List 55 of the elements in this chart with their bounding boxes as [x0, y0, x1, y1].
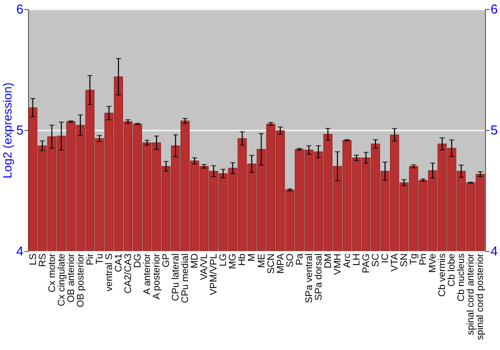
x-tick-label: Cb lobe — [446, 254, 458, 287]
x-tick-label: CA1 — [113, 254, 124, 272]
x-tick-label: ventral S — [104, 254, 115, 292]
x-tick-label: ME — [256, 254, 268, 268]
x-tick-label: Cx cingulate — [56, 254, 68, 306]
x-tick-label: Cb nucleus — [456, 253, 468, 302]
x-tick-label: SPa ventral — [304, 254, 315, 304]
x-tick-label: MPA — [275, 252, 286, 274]
y-tick-label: 5 — [16, 122, 24, 138]
x-tick-label: DM — [322, 253, 334, 268]
x-tick-label: A anterior — [142, 252, 154, 295]
y2-tick-label: 6 — [490, 2, 498, 16]
x-tick-label: RS — [37, 254, 48, 267]
x-tick-label: MD — [190, 253, 201, 268]
y2-tick-label: 4 — [490, 244, 498, 258]
x-tick-label: Hb — [237, 254, 248, 266]
x-tick-label: Tg — [408, 254, 420, 265]
x-tick-label: IC — [380, 253, 392, 264]
x-tick-label: CPu lateral — [170, 254, 182, 301]
x-tick-label: DG — [132, 254, 144, 268]
x-tick-label: LH — [351, 253, 362, 266]
x-tick-label: GP — [161, 254, 172, 268]
x-tick-label: LG — [218, 254, 230, 266]
x-tick-label: Pa — [294, 252, 306, 266]
x-tick-label: spinal cord posterior — [475, 252, 486, 340]
x-tick-label: VTA — [390, 252, 401, 272]
x-tick-label: SC — [370, 253, 382, 267]
y2-tick-label: 5 — [490, 122, 498, 138]
x-tick-label: spinal cord anterior — [466, 252, 477, 336]
x-tick-label: SO — [284, 254, 296, 268]
x-tick-label: CA2/CA3 — [122, 254, 134, 294]
x-tick-label: Pn — [418, 254, 430, 266]
x-tick-label: Cb vermis — [437, 253, 448, 297]
x-tick-label: PAG — [360, 254, 372, 274]
x-tick-label: VPM/VPL — [208, 252, 220, 296]
x-tick-label: Tu — [94, 254, 106, 264]
x-tick-label: Cx motor — [46, 252, 58, 292]
x-tick-label: VMH — [332, 253, 344, 275]
x-tick-label: CPu medial — [180, 254, 192, 304]
y-tick-label: 6 — [16, 2, 24, 16]
x-tick-label: MVe — [428, 254, 439, 273]
y-tick-label: 4 — [16, 244, 24, 258]
x-tick-label: SPa dorsal — [313, 254, 324, 300]
x-tick-label: OB posterior — [75, 252, 86, 308]
x-tick-label: Pir — [84, 252, 96, 266]
x-tick-label: MG — [228, 254, 239, 269]
x-tick-label: SN — [399, 253, 410, 267]
x-tick-label: OB anterior — [66, 252, 77, 303]
x-tick-label: VA/VL — [199, 252, 210, 280]
x-tick-label: Arc — [342, 253, 353, 268]
x-tick-label: SCN — [266, 253, 277, 274]
x-tick-label: M — [246, 254, 258, 262]
x-tick-label: LS — [28, 254, 39, 266]
y-axis-title: Log2 (expression) — [0, 82, 14, 179]
x-tick-label: A posterior — [152, 252, 163, 300]
